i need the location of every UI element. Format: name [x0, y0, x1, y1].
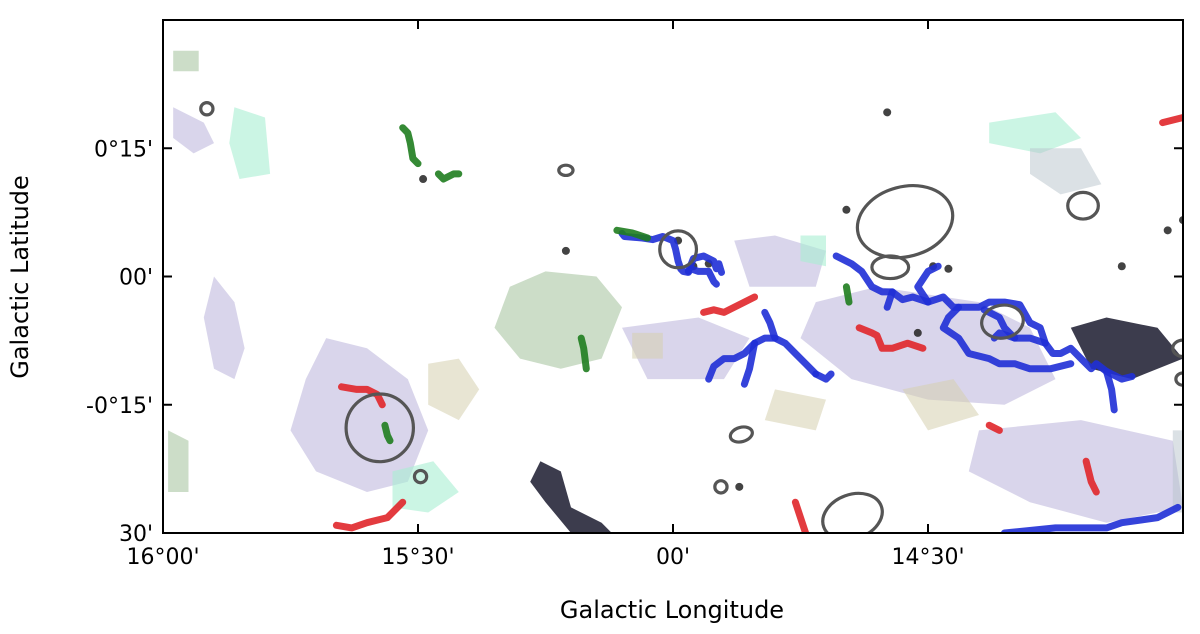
emission-patch-sage [168, 430, 189, 492]
y-tick-label: 30' [119, 522, 153, 547]
filament-green [381, 421, 394, 445]
source-ellipse [1066, 190, 1100, 221]
dark-clump [561, 246, 570, 255]
emission-patch-lavender [173, 107, 214, 154]
emission-patch-mint [800, 235, 826, 267]
dark-clump [883, 108, 892, 117]
x-tick-label: 15°30' [381, 545, 454, 570]
emission-patch-lavender [290, 338, 429, 492]
dark-clump [913, 328, 922, 337]
dark-clump [1117, 262, 1126, 271]
y-tick-label: 00' [119, 266, 153, 291]
emission-patch-grey [1030, 148, 1102, 195]
dark-clump [944, 264, 953, 273]
filament-blue [914, 262, 942, 306]
emission-patch-tan [428, 358, 480, 421]
filament-green [613, 226, 651, 242]
filament-blue [740, 339, 759, 388]
dark-clump [735, 482, 744, 491]
filament-green [577, 334, 590, 373]
emission-patch-dark [530, 461, 612, 533]
source-ellipse [344, 392, 416, 464]
filament-red [985, 421, 1003, 434]
filament-blue [705, 334, 820, 383]
filament-green [842, 283, 853, 306]
dark-clump [842, 205, 851, 214]
emission-patches [168, 50, 1183, 533]
source-ellipse [658, 229, 699, 270]
filament-blue [1103, 367, 1118, 414]
emission-patch-grey [1172, 430, 1183, 513]
source-ellipse [980, 303, 1025, 340]
source-ellipse [557, 163, 575, 178]
source-ellipse [728, 425, 754, 444]
y-axis-title: Galactic Latitude [6, 175, 34, 379]
emission-patch-mint [229, 107, 271, 179]
emission-patch-lavender [968, 420, 1183, 523]
source-ellipse [821, 491, 884, 533]
y-axis-ticks: 0°15' 00' -0°15' 30' [86, 137, 1183, 547]
emission-patch-mint [392, 461, 459, 513]
filament-green [399, 124, 422, 168]
filament-red [1159, 114, 1183, 127]
emission-patch-tan [764, 389, 826, 431]
filament-red [855, 324, 927, 352]
source-ellipse [1171, 338, 1183, 359]
filaments [332, 114, 1183, 533]
source-ellipse [199, 100, 215, 117]
y-tick-label: 0°15' [94, 137, 153, 162]
x-tick-label: 14°30' [891, 545, 964, 570]
filament-blue [939, 303, 1075, 373]
filament-red [791, 498, 810, 533]
emission-patch-sage [494, 271, 622, 369]
x-tick-label: 00' [656, 545, 690, 570]
dark-clump [1163, 226, 1172, 235]
emission-patch-tan [632, 332, 663, 359]
source-ellipse [713, 479, 729, 495]
filament-red [700, 293, 759, 316]
filament-green [434, 170, 463, 183]
source-ellipse [855, 184, 955, 260]
source-ellipse [412, 468, 429, 485]
filament-red [338, 383, 386, 409]
source-ellipse [870, 254, 911, 281]
filament-red [332, 498, 407, 532]
filament-blue [980, 306, 1019, 342]
filament-blue [883, 288, 896, 311]
dark-clump [419, 175, 428, 184]
x-axis-ticks: 16°00' 15°30' 00' 14°30' [126, 20, 965, 570]
filament-blue [761, 308, 779, 342]
y-tick-label: -0°15' [86, 394, 153, 419]
emission-patch-lavender [203, 276, 245, 380]
emission-patch-sage [173, 50, 199, 72]
filament-blue [832, 252, 1136, 383]
x-axis-title: Galactic Longitude [560, 596, 784, 624]
filament-blue [1001, 503, 1182, 533]
x-tick-label: 16°00' [126, 545, 199, 570]
emission-patch-tan [902, 379, 979, 431]
source-ellipses [199, 100, 1183, 533]
filament-blue [812, 370, 835, 383]
emission-patch-mint [989, 112, 1081, 154]
filament-red [1082, 457, 1100, 496]
